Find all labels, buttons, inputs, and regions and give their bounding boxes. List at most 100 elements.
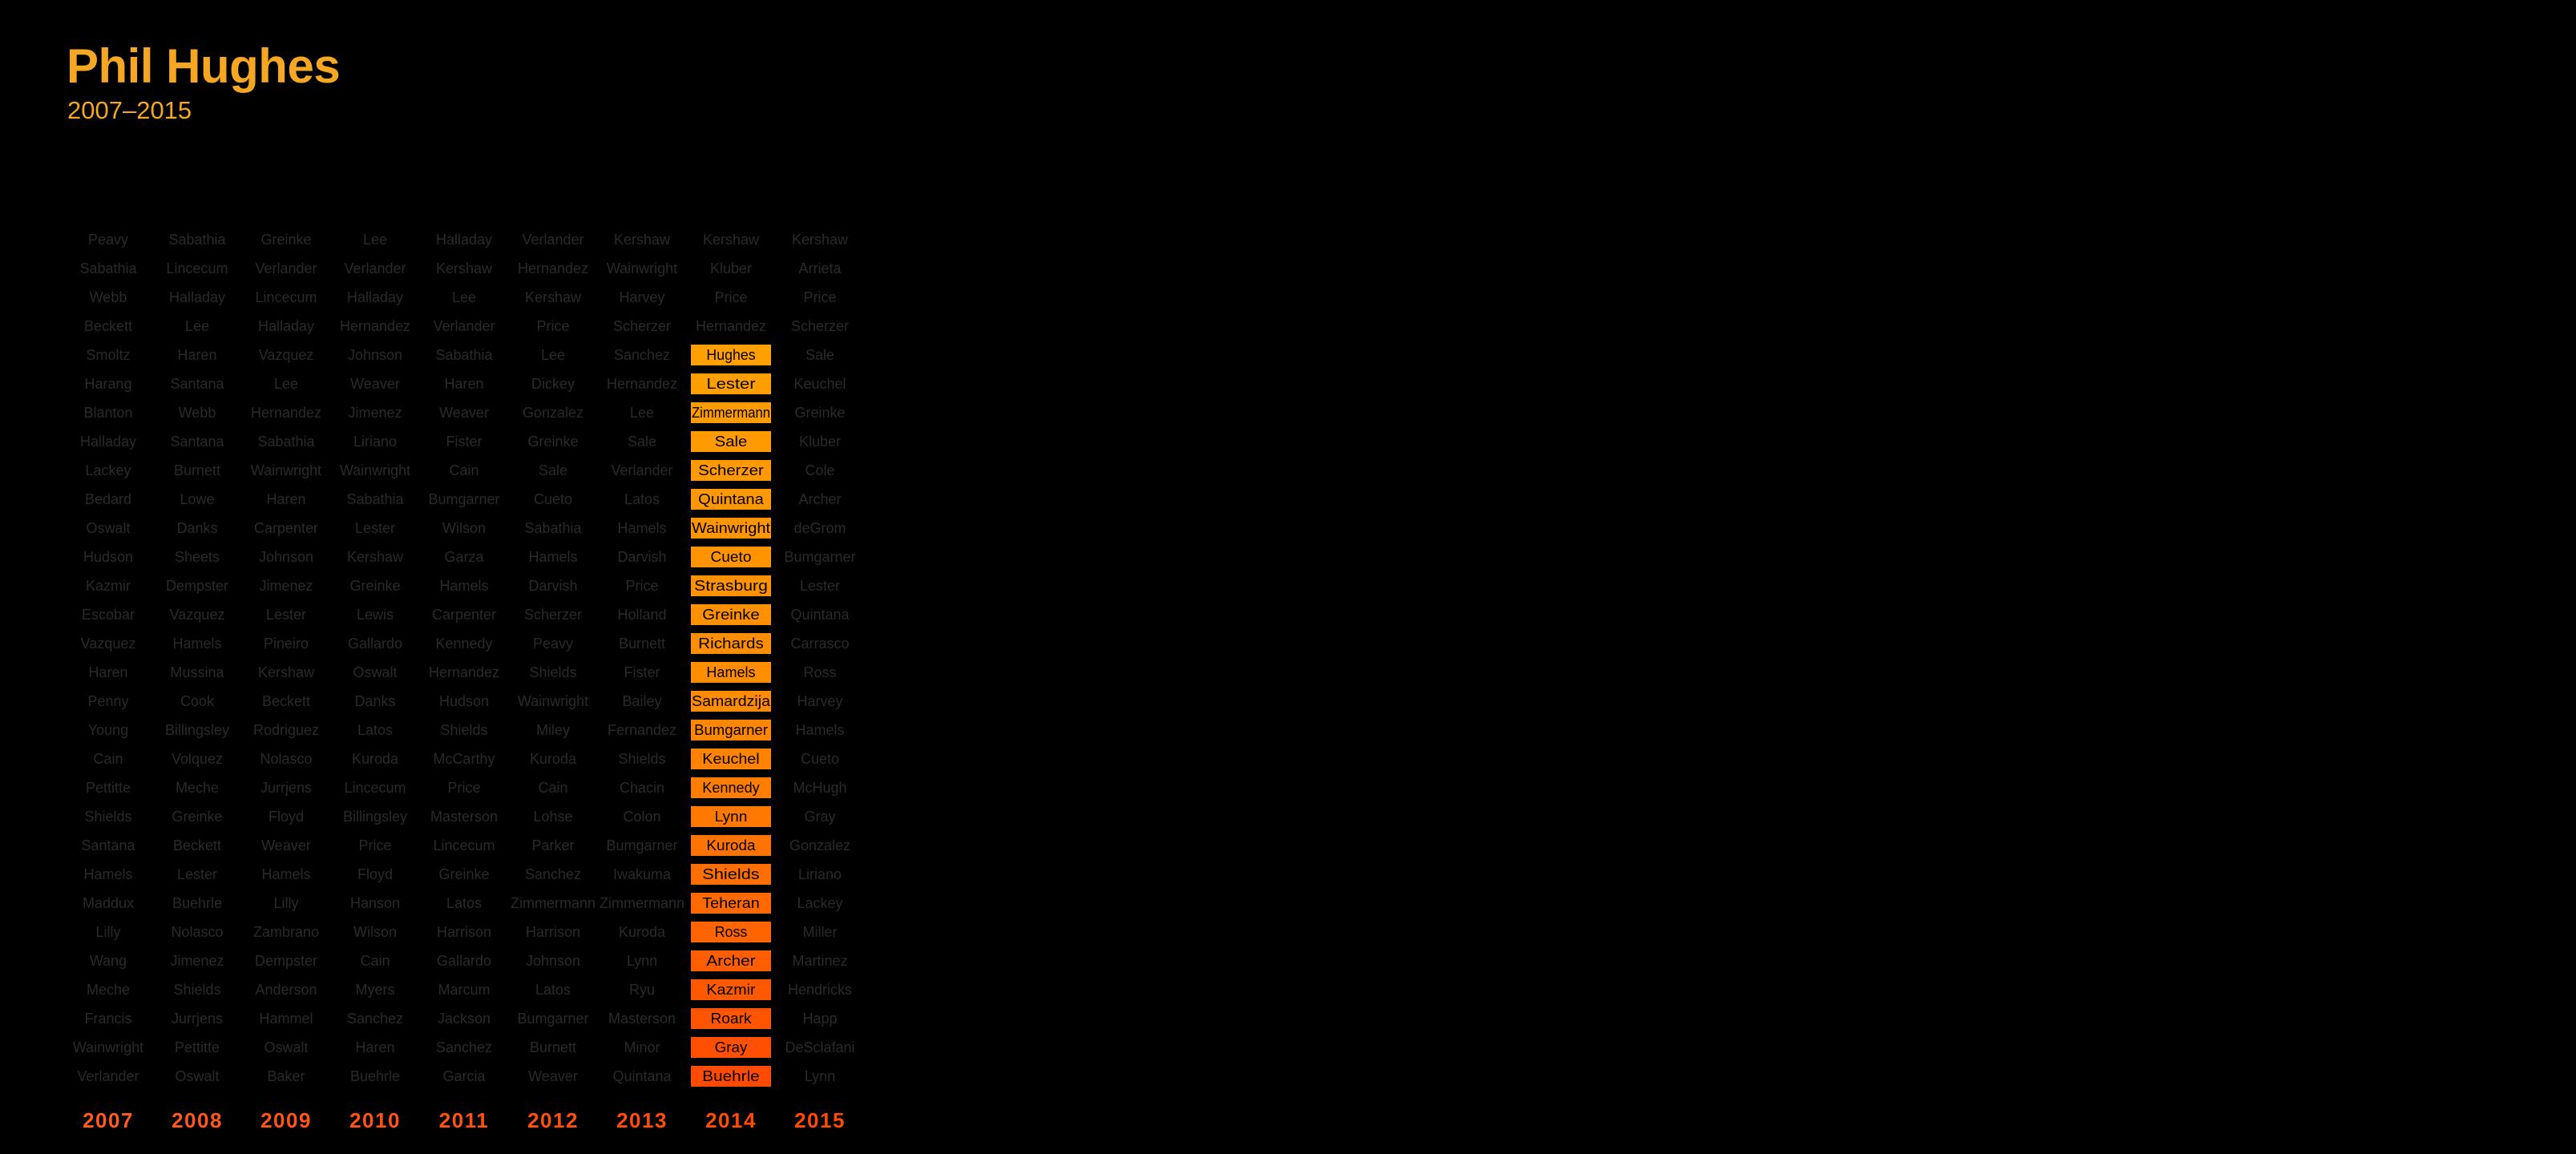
pitcher-name: Kershaw [614, 232, 671, 248]
highlight-cell-bg [691, 662, 771, 683]
pitcher-name: Sale [806, 347, 834, 363]
column-2013: Kershaw Wainwright Harvey Scherzer Sanchez He… [600, 232, 684, 1084]
pitcher-name: Hernandez [429, 664, 499, 680]
pitcher-name: Floyd [269, 809, 304, 825]
highlight-cell-bg [691, 1037, 771, 1058]
pitcher-name: McHugh [793, 780, 846, 796]
pitcher-name: Quintana [612, 1068, 672, 1084]
pitcher-name: Maddux [83, 895, 134, 911]
year-label-2009: 2009 [260, 1108, 312, 1132]
pitcher-name: Gonzalez [523, 405, 583, 421]
pitcher-name: Johnson [526, 953, 580, 969]
chart-title: Phil Hughes [67, 39, 341, 93]
highlighted-pitcher-name: Zimmermann [692, 405, 770, 421]
pitcher-name: Lackey [797, 895, 842, 911]
pitcher-name: Kuroda [352, 751, 399, 767]
pitcher-name: Lester [177, 866, 217, 882]
column-2008: Sabathia Lincecum Halladay Lee Haren Santana W… [165, 232, 229, 1084]
pitcher-name: Lincecum [255, 289, 317, 305]
pitcher-name: Sale [539, 462, 567, 478]
pitcher-name: Miller [803, 924, 838, 940]
pitcher-name: Hamels [439, 578, 488, 594]
pitcher-name: Bumgarner [428, 491, 499, 507]
pitcher-name: Haren [266, 491, 305, 507]
pitcher-name: Cain [93, 751, 123, 767]
pitcher-name: Danks [176, 520, 217, 536]
pitcher-name: Buehrle [350, 1068, 400, 1084]
column-2012: Verlander Hernandez Kershaw Price Lee Dickey G… [511, 232, 596, 1084]
pitcher-name: Shields [84, 809, 131, 825]
pitcher-name: Cain [449, 462, 478, 478]
pitcher-name: Kuroda [619, 924, 666, 940]
pitcher-name: Halladay [347, 289, 403, 305]
column-2014: Kershaw Kluber Price Hernandez Hughes Lester Z… [691, 232, 771, 1087]
pitcher-name: Escobar [82, 607, 135, 623]
pitcher-name: Cueto [801, 751, 839, 767]
pitcher-name: Wainwright [607, 260, 677, 276]
pitcher-name: Gonzalez [789, 837, 850, 853]
highlighted-pitcher-name: Lynn [715, 809, 748, 825]
pitcher-name: Keuchel [793, 376, 846, 392]
highlighted-pitcher-name: Keuchel [702, 751, 759, 767]
pitcher-name: Garcia [442, 1068, 486, 1084]
highlighted-pitcher-name: Buehrle [702, 1068, 759, 1084]
year-label-2008: 2008 [172, 1108, 223, 1132]
highlighted-pitcher-name: Bumgarner [694, 722, 768, 738]
highlight-cell-bg [691, 518, 771, 539]
year-label-2007: 2007 [83, 1108, 134, 1132]
pitcher-name: Lee [363, 232, 387, 248]
highlight-cell-bg [691, 373, 771, 394]
highlighted-pitcher-name: Lester [706, 376, 755, 392]
pitcher-name: Garza [444, 549, 484, 565]
pitcher-name: Halladay [436, 232, 492, 248]
pitcher-name: Weaver [528, 1068, 578, 1084]
pitcher-name: Lincecum [166, 260, 228, 276]
pitcher-name: Hendricks [788, 982, 852, 998]
pitcher-name: Vazquez [170, 607, 225, 623]
year-label-2012: 2012 [527, 1108, 579, 1132]
highlight-cell-bg [691, 691, 771, 712]
pitcher-name: Cole [805, 462, 834, 478]
pitcher-name: Haren [444, 376, 483, 392]
highlight-cell-bg [691, 893, 771, 914]
highlight-cell-bg [691, 720, 771, 740]
pitcher-name: Price [714, 289, 747, 305]
pitcher-name: Greinke [349, 578, 400, 594]
pitcher-name: Price [447, 780, 480, 796]
pitcher-name: Scherzer [524, 607, 582, 623]
pitcher-name: Buehrle [172, 895, 222, 911]
pitcher-name: Kershaw [792, 232, 849, 248]
pitcher-name: Cain [360, 953, 390, 969]
pitcher-name: Shields [618, 751, 665, 767]
pitcher-name: Fister [624, 664, 660, 680]
pitcher-name: Shields [440, 722, 487, 738]
pitcher-name: Jurrjens [172, 1011, 223, 1027]
pitcher-name: Wainwright [518, 693, 588, 709]
pitcher-name: Johnson [348, 347, 402, 363]
pitcher-name: Hernandez [518, 260, 588, 276]
pitcher-name: Sabathia [346, 491, 404, 507]
pitcher-name: Arrieta [798, 260, 842, 276]
pitcher-name: Billingsley [343, 809, 407, 825]
pitcher-name: Greinke [438, 866, 489, 882]
pitcher-name: Verlander [344, 260, 406, 276]
pitcher-name: Wainwright [73, 1039, 143, 1055]
year-label-2015: 2015 [794, 1108, 846, 1132]
pitcher-name: Sabathia [435, 347, 493, 363]
pitcher-name: Wilson [353, 924, 397, 940]
pitcher-name: Hernandez [607, 376, 677, 392]
pitcher-name: Miley [536, 722, 570, 738]
pitcher-name: Jimenez [259, 578, 313, 594]
highlighted-pitcher-name: Wainwright [692, 520, 770, 536]
highlighted-pitcher-name: Gray [715, 1039, 748, 1055]
pitcher-name: Bumgarner [517, 1011, 588, 1027]
pitcher-name: Scherzer [613, 318, 671, 334]
pitcher-name: Jackson [438, 1011, 491, 1027]
pitcher-name: Vazquez [259, 347, 314, 363]
pitcher-name: Dempster [255, 953, 317, 969]
pitcher-name: Haren [88, 664, 127, 680]
pitcher-name: Penny [87, 693, 128, 709]
pitcher-name: Cueto [534, 491, 572, 507]
pitcher-name: Price [625, 578, 658, 594]
